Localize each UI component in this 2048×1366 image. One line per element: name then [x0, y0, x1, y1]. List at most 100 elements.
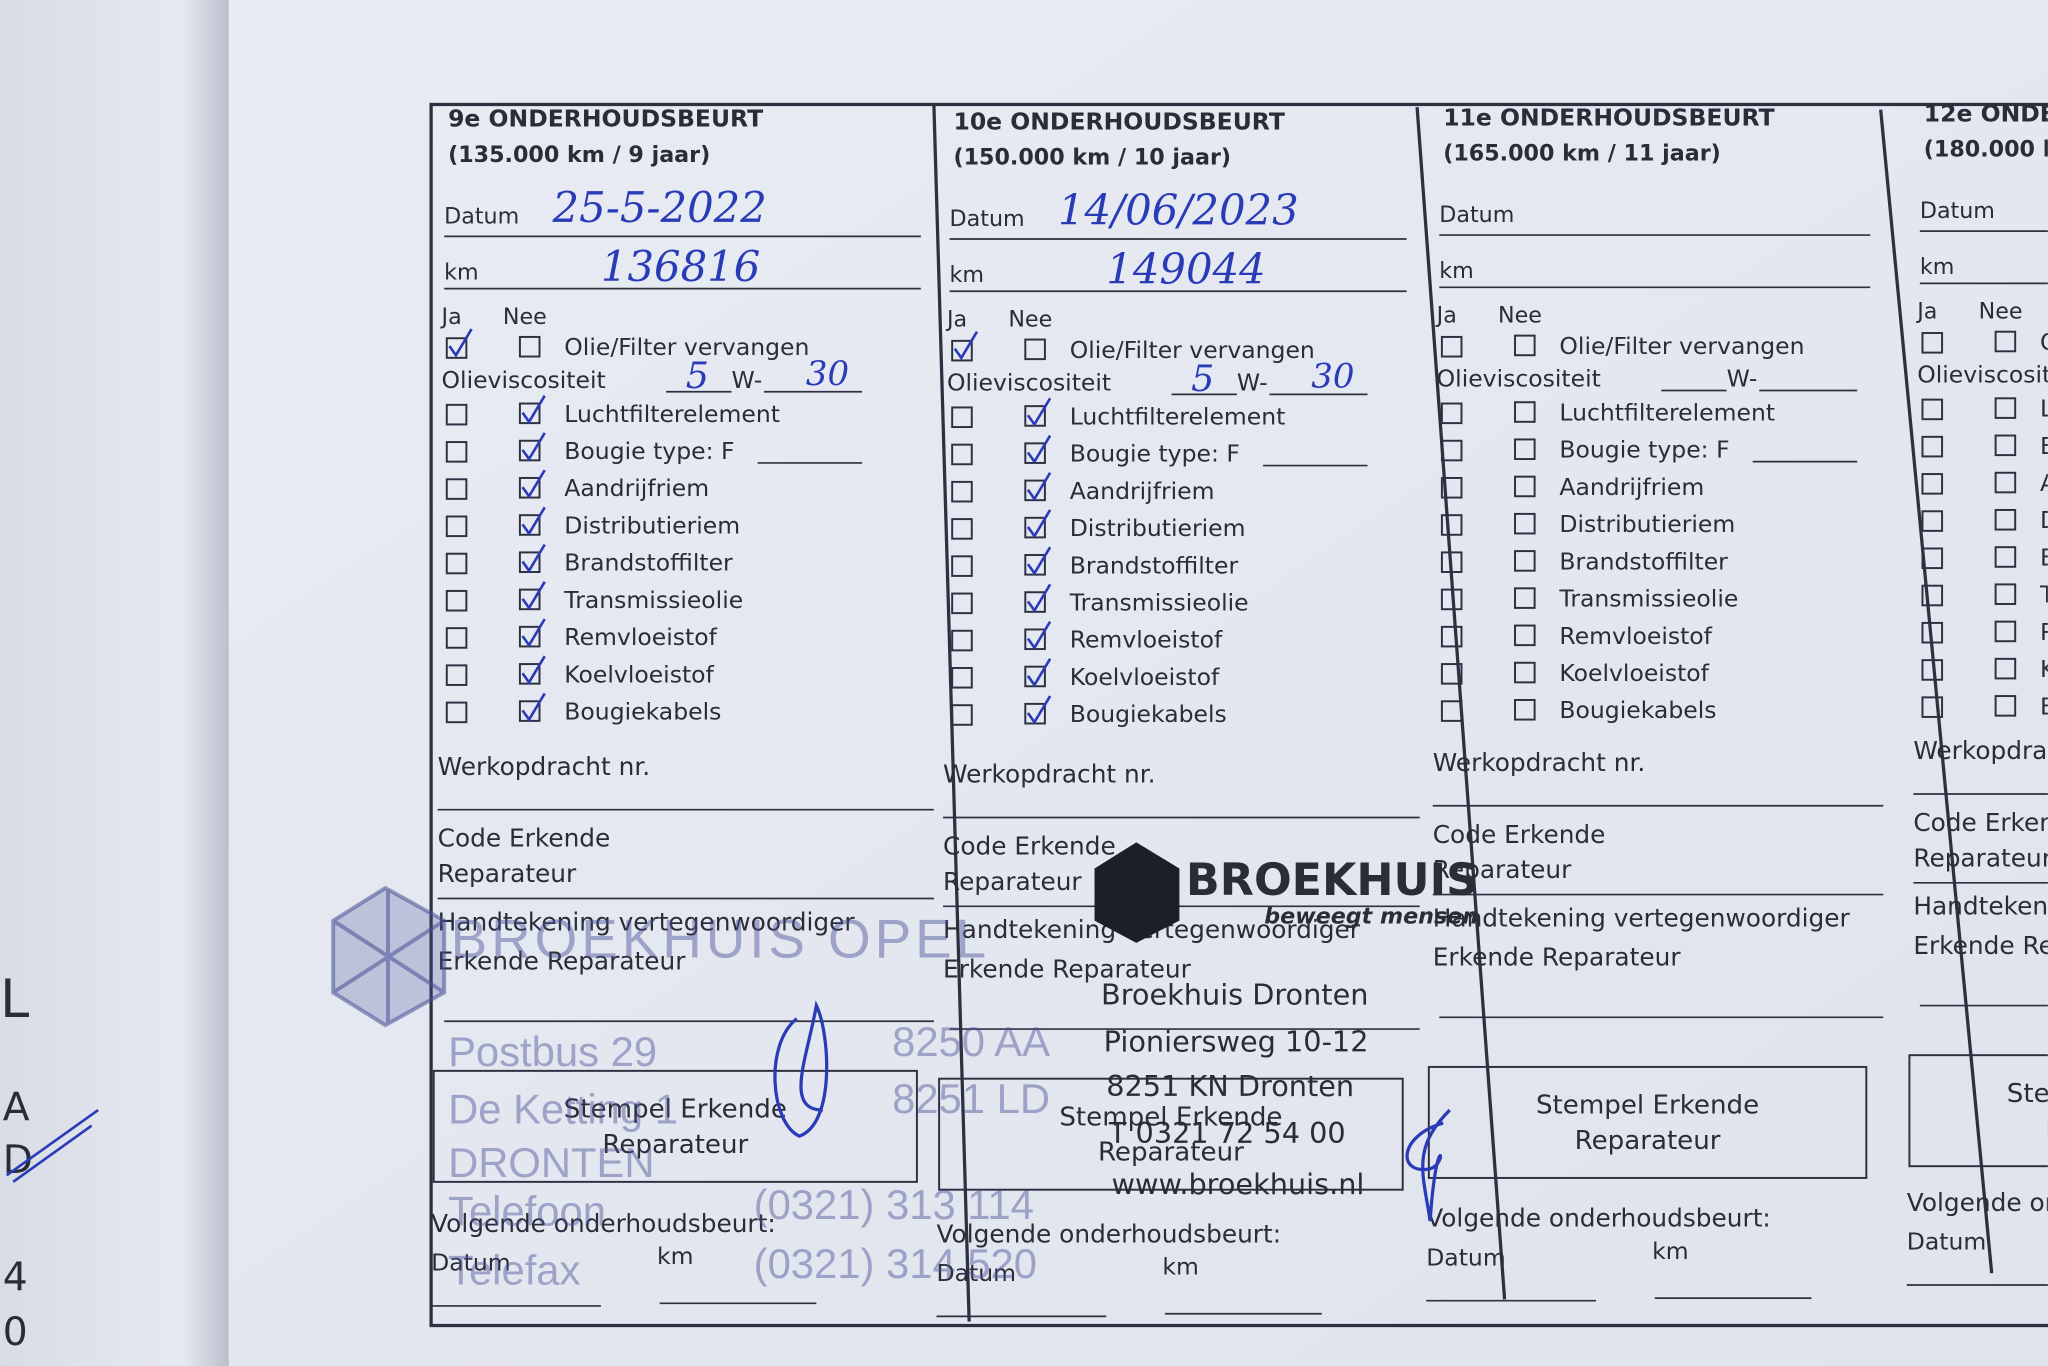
item-label: Bougiekabels — [1070, 700, 1227, 728]
checkbox-nee — [1514, 661, 1536, 684]
checkbox-nee — [1514, 624, 1536, 647]
stamp-box — [432, 1069, 918, 1183]
left-page-text: L — [0, 970, 29, 1030]
next-km-label: km — [1162, 1253, 1199, 1281]
checkbox-ja — [445, 664, 468, 686]
checkbox-nee — [518, 335, 541, 358]
checkbox-nee — [1514, 512, 1536, 535]
check-mark — [521, 655, 546, 685]
stamp-label: Stempel Erkende — [564, 1095, 787, 1125]
check-mark — [521, 618, 546, 648]
item-label: Transmissieolie — [1558, 585, 1738, 613]
yes-label: Ja — [440, 304, 462, 330]
signature-label: Handtekening vertegenwoordiger — [1913, 892, 2048, 921]
item-label: Distributieriem — [2040, 506, 2048, 534]
stamp-label: Reparateur — [2045, 1114, 2048, 1144]
yes-label: Ja — [1435, 303, 1457, 329]
item-label: Bougiekabels — [1559, 696, 1716, 724]
checkbox-nee — [1514, 587, 1536, 609]
column-subtitle: (150.000 km / 10 jaar) — [953, 145, 1231, 171]
next-label: Volgende onderhoudsbeurt: — [1907, 1188, 2048, 1217]
next-km-label: km — [657, 1242, 694, 1270]
handwritten-viscosity: 5 — [686, 354, 709, 397]
stamp-text: 8250 AA — [892, 1018, 1050, 1065]
item-label: Brandstoffilter — [1559, 547, 1728, 575]
next-km-label: km — [1652, 1237, 1689, 1265]
checkbox-ja — [1440, 402, 1463, 425]
stamp-logo — [1094, 842, 1180, 943]
item-label: Olie/Filter vervangen — [1559, 332, 1804, 360]
code-label: Code Erkende — [943, 832, 1116, 861]
check-mark — [953, 331, 979, 361]
next-label: Volgende onderhoudsbeurt: — [1426, 1204, 1771, 1233]
checkbox-nee — [1994, 434, 2017, 457]
item-label: Remvloeistof — [1070, 626, 1223, 654]
next-date-label: Datum — [431, 1249, 511, 1277]
check-mark — [521, 543, 546, 574]
item-label: Luchtfilterelement — [564, 400, 780, 428]
checkbox-ja — [1921, 510, 1944, 532]
no-label: Nee — [1498, 303, 1542, 329]
no-label: Nee — [503, 304, 547, 330]
column-title: 9e ONDERHOUDSBEURT — [448, 105, 763, 133]
checkbox-ja — [951, 480, 973, 503]
checkbox-ja — [1440, 588, 1463, 611]
check-mark — [521, 506, 546, 536]
item-label: Transmissieolie — [1069, 588, 1249, 616]
signature — [773, 1000, 829, 1138]
checkbox-nee — [1994, 583, 2017, 605]
checkbox-nee — [1514, 475, 1536, 498]
yes-label: Ja — [945, 306, 967, 332]
date-label: Datum — [444, 203, 519, 229]
viscosity-label: Olieviscositeit — [1917, 361, 2048, 389]
checkbox-ja — [951, 518, 973, 540]
checkbox-ja — [1921, 473, 1944, 495]
checkbox-nee — [1994, 471, 2017, 494]
checkbox-nee — [1514, 550, 1536, 572]
stamp-text: De Ketting 1 — [448, 1086, 678, 1133]
viscosity-sep: W- — [731, 366, 762, 394]
handwritten-viscosity: 30 — [1311, 357, 1354, 397]
checkbox-ja — [951, 629, 973, 652]
checkbox-ja — [951, 406, 973, 429]
column-subtitle: (180.000 km / 12 jaar) — [1924, 137, 2048, 163]
rule — [1879, 109, 1994, 1274]
item-label: Brandstoffilter — [564, 549, 733, 577]
item-label: Luchtfilterelement — [1070, 402, 1286, 430]
code-label: Code Erkende — [438, 824, 611, 853]
stamp-text: Pioniersweg 10-12 — [1104, 1024, 1369, 1058]
checkbox-ja — [951, 592, 973, 615]
item-label: Remvloeistof — [2040, 618, 2048, 646]
item-label: Aandrijfriem — [564, 474, 709, 502]
item-label: Koelvloeistof — [2040, 655, 2048, 683]
check-mark — [521, 469, 546, 499]
checkbox-ja — [951, 704, 973, 726]
scribble — [5, 1108, 99, 1183]
checkbox-ja — [1921, 621, 1944, 644]
item-label: Distributieriem — [1070, 514, 1246, 542]
stamp-text: DRONTEN — [448, 1139, 655, 1186]
date-label: Datum — [950, 206, 1025, 232]
checkbox-ja — [445, 403, 468, 426]
km-label: km — [444, 259, 478, 285]
check-mark — [1026, 472, 1052, 502]
stamp-label: Reparateur — [1098, 1138, 1244, 1168]
checkbox-nee — [1514, 438, 1536, 461]
code-label: Reparateur — [1913, 843, 2048, 872]
signature-label: Erkende Reparateur — [1913, 931, 2048, 960]
handwritten-km: 149044 — [1106, 244, 1265, 293]
stamp-text: Broekhuis Dronten — [1101, 977, 1368, 1011]
checkbox-ja — [445, 478, 468, 500]
item-label: Olie/Filter vervangen — [2040, 328, 2048, 356]
stamp-text: (0321) 313 114 — [754, 1181, 1034, 1228]
stamp-label: Stempel Erkende — [1059, 1102, 1282, 1132]
checkbox-ja — [951, 339, 973, 362]
stamp-text: Telefax — [448, 1246, 580, 1293]
checkbox-ja — [1921, 547, 1944, 570]
stamp-box — [938, 1077, 1404, 1191]
stamp-text: Telefoon — [448, 1188, 606, 1235]
item-label: Transmissieolie — [2039, 581, 2048, 609]
stamp-text: www.broekhuis.nl — [1111, 1167, 1364, 1201]
left-page-text: 4 — [3, 1255, 28, 1300]
